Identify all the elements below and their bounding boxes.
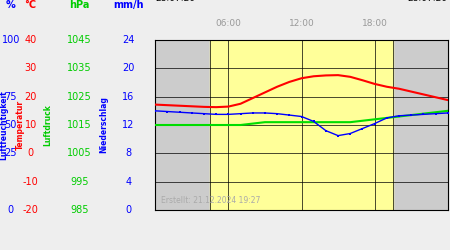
Text: 12:00: 12:00	[288, 19, 315, 28]
Text: 24: 24	[122, 35, 135, 45]
Text: Niederschlag: Niederschlag	[99, 96, 108, 154]
Text: %: %	[6, 0, 16, 10]
Text: 1045: 1045	[67, 35, 92, 45]
Text: Temperatur: Temperatur	[16, 100, 25, 150]
Text: 06:00: 06:00	[216, 19, 241, 28]
Text: mm/h: mm/h	[113, 0, 144, 10]
Text: 40: 40	[24, 35, 37, 45]
Text: 985: 985	[70, 205, 89, 215]
Text: Luftdruck: Luftdruck	[43, 104, 52, 146]
Text: 4: 4	[126, 177, 131, 187]
Text: 1005: 1005	[67, 148, 92, 158]
Text: °C: °C	[25, 0, 36, 10]
Text: 75: 75	[4, 92, 17, 102]
Text: 0: 0	[27, 148, 34, 158]
Text: 50: 50	[4, 120, 17, 130]
Text: 28.07.20: 28.07.20	[408, 0, 448, 2]
Text: 20: 20	[24, 92, 37, 102]
Text: 20: 20	[122, 63, 135, 73]
Bar	[210, 40, 393, 210]
Text: Erstellt: 21.12.2024 19:27: Erstellt: 21.12.2024 19:27	[161, 196, 261, 205]
Text: -20: -20	[22, 205, 39, 215]
Text: Luftfeuchtigkeit: Luftfeuchtigkeit	[0, 90, 9, 160]
Text: 25: 25	[4, 148, 17, 158]
Text: 0: 0	[8, 205, 14, 215]
Text: 28.07.20: 28.07.20	[155, 0, 195, 2]
Text: 16: 16	[122, 92, 135, 102]
Text: 30: 30	[24, 63, 37, 73]
Text: 1025: 1025	[67, 92, 92, 102]
Text: 18:00: 18:00	[362, 19, 387, 28]
Text: 10: 10	[24, 120, 37, 130]
Text: -10: -10	[22, 177, 39, 187]
Text: 995: 995	[70, 177, 89, 187]
Text: 100: 100	[1, 35, 20, 45]
Text: hPa: hPa	[69, 0, 90, 10]
Text: 1035: 1035	[67, 63, 92, 73]
Text: 1015: 1015	[67, 120, 92, 130]
Text: 8: 8	[126, 148, 131, 158]
Text: 0: 0	[126, 205, 131, 215]
Text: 12: 12	[122, 120, 135, 130]
